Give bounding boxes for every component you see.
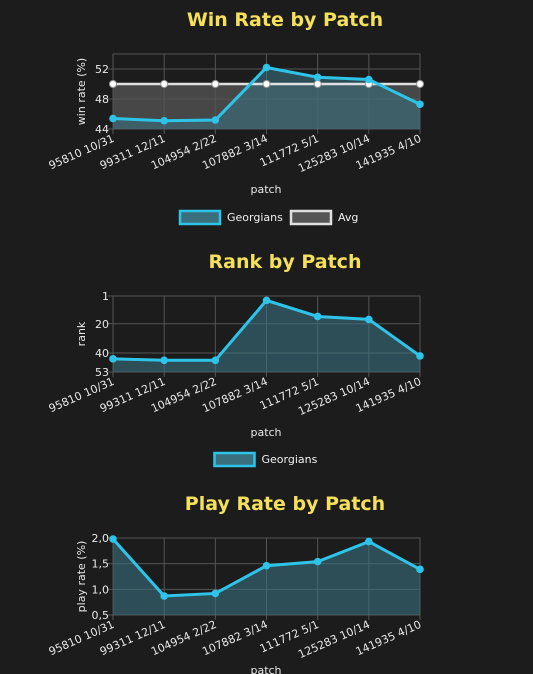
avg-point (416, 80, 424, 88)
series-point (109, 355, 117, 363)
series-point (313, 557, 322, 566)
legend-swatch (178, 209, 222, 226)
y-tick-label: 48 (95, 93, 109, 106)
avg-point (109, 80, 117, 88)
series-point (109, 114, 117, 123)
series-point (160, 116, 168, 125)
series-point (211, 589, 220, 598)
series-point (416, 565, 424, 574)
series-point (313, 73, 322, 82)
y-tick-label: 44 (95, 123, 109, 136)
series-point (365, 75, 373, 84)
y-tick-label: 20 (95, 318, 109, 331)
series-point (211, 356, 220, 365)
y-tick-label: 52 (95, 63, 109, 76)
series-point (211, 116, 220, 124)
y-tick-label: 40 (95, 347, 109, 360)
x-axis-label: patch (250, 183, 281, 196)
legend-label: Georgians (227, 211, 283, 224)
series-point (416, 100, 424, 109)
y-tick-label: 53 (95, 366, 109, 379)
avg-point (313, 80, 322, 88)
avg-point (211, 80, 220, 88)
legend-swatch (289, 209, 333, 226)
y-axis-label: win rate (%) (75, 58, 88, 125)
series-point (313, 312, 322, 321)
series-point (160, 356, 168, 365)
y-axis-label: rank (75, 321, 88, 346)
avg-point (262, 80, 271, 88)
chart-title: Rank by Patch (209, 251, 362, 273)
y-tick-label: 1,0 (92, 583, 110, 596)
y-tick-label: 2,0 (92, 532, 110, 545)
series-point (365, 315, 373, 324)
legend-label: Georgians (262, 453, 318, 466)
x-axis-label: patch (250, 664, 281, 674)
x-axis-label: patch (250, 426, 281, 439)
series-point (262, 296, 271, 305)
y-tick-label: 0,5 (92, 609, 110, 622)
chart-title: Win Rate by Patch (187, 9, 383, 31)
series-point (109, 535, 117, 543)
legend-swatch (213, 451, 256, 468)
series-point (416, 352, 424, 360)
series-point (365, 537, 373, 546)
avg-point (160, 80, 169, 88)
y-tick-label: 1 (102, 290, 109, 303)
y-axis-label: play rate (%) (75, 541, 88, 613)
series-point (160, 592, 168, 600)
legend-label: Avg (338, 211, 358, 224)
series-point (262, 561, 271, 570)
series-point (262, 63, 271, 72)
y-tick-label: 1,5 (92, 558, 110, 571)
chart-title: Play Rate by Patch (185, 493, 385, 515)
